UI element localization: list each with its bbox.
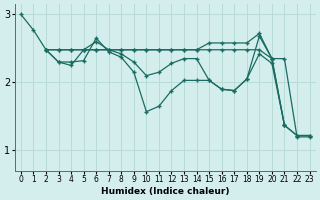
X-axis label: Humidex (Indice chaleur): Humidex (Indice chaleur) [101,187,229,196]
